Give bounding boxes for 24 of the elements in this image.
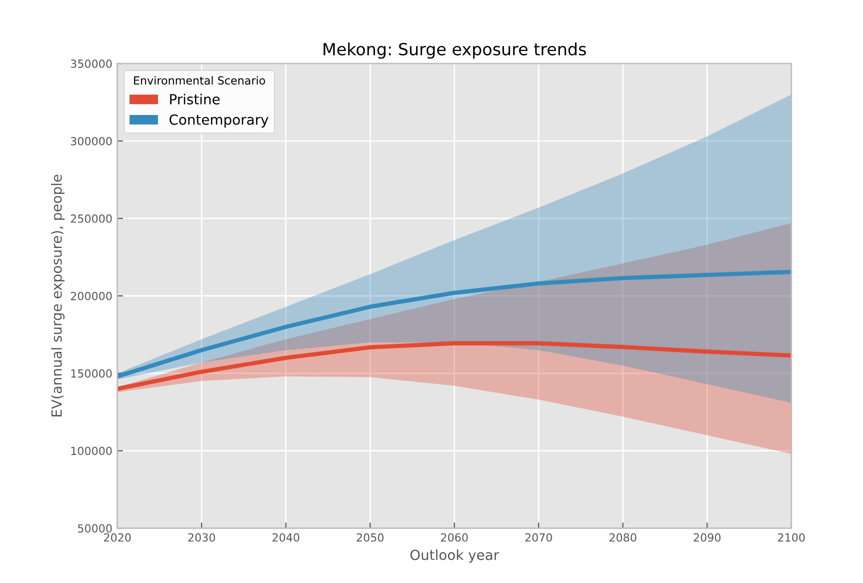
chart-title: Mekong: Surge exposure trends bbox=[324, 42, 586, 59]
y-tick-label: 350000 bbox=[70, 60, 112, 68]
x-tick-label: 2020 bbox=[104, 533, 131, 542]
x-tick-label: 2030 bbox=[188, 533, 216, 542]
x-tick-label: 2070 bbox=[525, 533, 552, 542]
legend-label: Pristine bbox=[170, 94, 220, 104]
y-tick-label: 300000 bbox=[70, 136, 112, 146]
x-axis-title: Outlook year bbox=[410, 549, 500, 563]
y-tick-label: 100000 bbox=[71, 446, 112, 456]
line-series bbox=[117, 341, 792, 391]
y-tick-label: 50000 bbox=[78, 524, 112, 533]
legend-title: Environmental Scenario bbox=[134, 76, 266, 85]
line-series bbox=[117, 270, 792, 378]
legend-label: Contemporary bbox=[170, 114, 268, 128]
x-tick-label: 2060 bbox=[441, 533, 468, 542]
x-tick-label: 2100 bbox=[778, 533, 805, 542]
x-tick-label: 2050 bbox=[356, 533, 384, 542]
y-axis-title: EV(annual surge exposure), people bbox=[51, 174, 65, 416]
y-tick-label: 150000 bbox=[71, 369, 112, 378]
x-tick-label: 2090 bbox=[694, 533, 721, 542]
x-tick-label: 2040 bbox=[272, 533, 300, 542]
y-tick-label: 250000 bbox=[70, 214, 112, 223]
y-tick-label: 200000 bbox=[70, 292, 112, 300]
x-tick-label: 2080 bbox=[610, 533, 636, 542]
